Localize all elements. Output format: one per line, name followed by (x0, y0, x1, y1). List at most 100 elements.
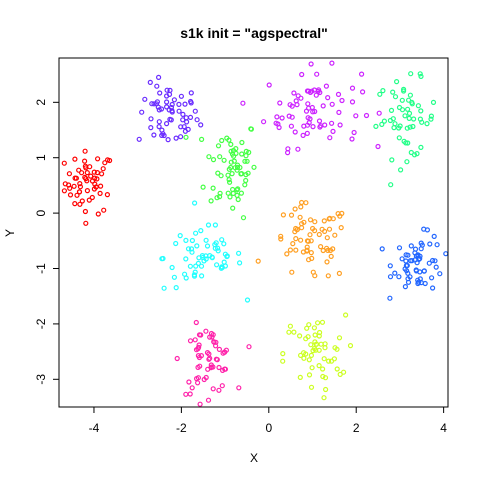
data-point (89, 194, 95, 201)
data-point (319, 319, 326, 325)
data-point (309, 104, 315, 111)
data-point (201, 258, 207, 264)
data-point (329, 120, 335, 126)
data-point (406, 97, 412, 103)
data-point (397, 123, 403, 129)
data-point (434, 242, 440, 248)
data-point (430, 257, 436, 264)
data-point (244, 297, 251, 303)
data-point (318, 244, 324, 250)
data-point (300, 132, 306, 138)
data-point (226, 177, 232, 183)
data-point (405, 270, 411, 276)
data-point (228, 159, 234, 165)
data-point (136, 136, 142, 142)
data-point (294, 101, 300, 108)
data-point (329, 101, 335, 107)
data-point (316, 231, 322, 238)
data-point (424, 227, 430, 233)
data-point (243, 172, 249, 178)
y-tick-label: 1 (34, 154, 48, 161)
data-point (418, 280, 424, 286)
data-point (418, 246, 424, 252)
data-point (100, 166, 106, 172)
data-point (230, 186, 236, 193)
data-point (192, 108, 198, 114)
data-point (206, 351, 212, 357)
data-point (322, 122, 328, 128)
data-point (74, 192, 80, 198)
data-point (243, 153, 249, 159)
data-point (402, 266, 408, 272)
data-point (359, 71, 365, 77)
data-point (291, 329, 297, 335)
data-point (215, 248, 221, 254)
data-point (215, 245, 221, 251)
data-point (379, 121, 385, 128)
data-point (182, 101, 188, 107)
y-tick-label: 2 (34, 99, 48, 106)
data-point (95, 211, 101, 217)
data-point (188, 98, 194, 105)
data-point (424, 120, 430, 127)
data-point (183, 237, 189, 243)
data-point (314, 71, 320, 77)
data-point (319, 226, 325, 232)
data-point (398, 167, 404, 173)
data-point (328, 253, 334, 259)
data-point (312, 273, 318, 279)
data-point (287, 247, 293, 253)
data-point (295, 146, 301, 152)
data-point (193, 319, 199, 326)
data-point (404, 159, 410, 165)
data-point (194, 243, 200, 249)
data-point (298, 352, 304, 358)
data-point (304, 325, 310, 331)
data-point (286, 113, 292, 119)
data-point (171, 97, 177, 103)
data-point (226, 137, 232, 143)
data-point (189, 237, 195, 244)
data-point (193, 230, 199, 236)
data-point (169, 108, 175, 114)
data-point (238, 190, 244, 196)
data-point (292, 129, 298, 135)
data-point (293, 247, 299, 253)
data-point (261, 119, 267, 125)
data-point (396, 104, 403, 111)
data-point (428, 113, 434, 119)
data-point (408, 71, 414, 77)
data-point (81, 158, 88, 164)
data-point (86, 197, 92, 203)
data-point (106, 157, 113, 164)
data-point (399, 256, 405, 262)
chart-title: s1k init = "agspectral" (180, 25, 328, 41)
data-point (154, 83, 160, 89)
data-point (164, 120, 170, 127)
data-point (330, 128, 336, 134)
data-point (167, 116, 173, 123)
data-point (313, 341, 319, 347)
data-point (207, 253, 213, 259)
data-point (305, 101, 311, 107)
data-point (297, 374, 303, 380)
data-point (324, 235, 330, 241)
data-point (239, 151, 245, 157)
data-point (192, 200, 198, 206)
data-point (151, 132, 157, 138)
data-point (293, 236, 299, 242)
data-point (237, 260, 243, 266)
data-point (309, 365, 315, 371)
data-point (401, 88, 407, 94)
data-point (312, 219, 318, 225)
data-point (411, 152, 418, 158)
data-point (191, 273, 198, 279)
x-tick-label: 4 (440, 421, 447, 435)
data-point (287, 323, 293, 329)
data-point (225, 172, 231, 178)
data-point (221, 241, 227, 247)
data-point (151, 101, 157, 107)
data-point (199, 253, 205, 259)
data-point (421, 268, 427, 274)
data-point (203, 374, 209, 381)
